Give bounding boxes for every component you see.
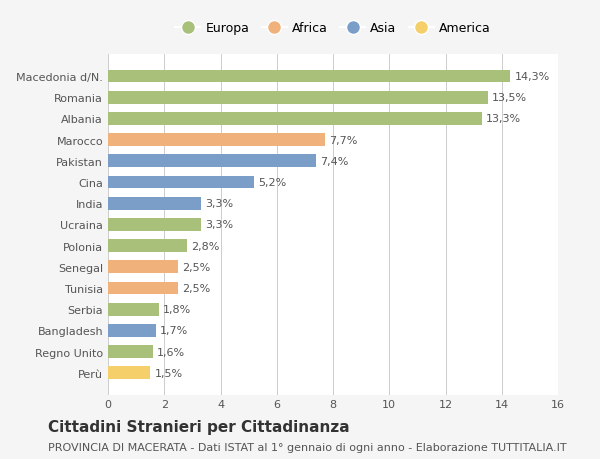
Text: 1,5%: 1,5% xyxy=(154,368,182,378)
Bar xyxy=(108,71,510,83)
Bar xyxy=(108,134,325,147)
Text: 2,8%: 2,8% xyxy=(191,241,220,251)
Bar xyxy=(108,367,150,379)
Text: 13,5%: 13,5% xyxy=(492,93,527,103)
Text: 1,8%: 1,8% xyxy=(163,304,191,314)
Text: 14,3%: 14,3% xyxy=(514,72,550,82)
Text: 2,5%: 2,5% xyxy=(182,283,211,293)
Text: 5,2%: 5,2% xyxy=(259,178,287,188)
Bar xyxy=(108,303,158,316)
Bar xyxy=(108,240,187,252)
Bar xyxy=(108,92,488,104)
Text: 1,7%: 1,7% xyxy=(160,326,188,336)
Text: 7,4%: 7,4% xyxy=(320,157,349,167)
Bar xyxy=(108,176,254,189)
Legend: Europa, Africa, Asia, America: Europa, Africa, Asia, America xyxy=(170,17,496,40)
Text: 3,3%: 3,3% xyxy=(205,199,233,209)
Text: 7,7%: 7,7% xyxy=(329,135,357,146)
Bar xyxy=(108,155,316,168)
Bar xyxy=(108,261,178,274)
Bar xyxy=(108,218,201,231)
Text: 1,6%: 1,6% xyxy=(157,347,185,357)
Text: 13,3%: 13,3% xyxy=(486,114,521,124)
Bar xyxy=(108,197,201,210)
Bar xyxy=(108,346,153,358)
Text: 2,5%: 2,5% xyxy=(182,262,211,272)
Bar xyxy=(108,282,178,295)
Text: PROVINCIA DI MACERATA - Dati ISTAT al 1° gennaio di ogni anno - Elaborazione TUT: PROVINCIA DI MACERATA - Dati ISTAT al 1°… xyxy=(48,442,566,452)
Bar xyxy=(108,113,482,125)
Bar xyxy=(108,325,156,337)
Text: 3,3%: 3,3% xyxy=(205,220,233,230)
Text: Cittadini Stranieri per Cittadinanza: Cittadini Stranieri per Cittadinanza xyxy=(48,420,350,435)
